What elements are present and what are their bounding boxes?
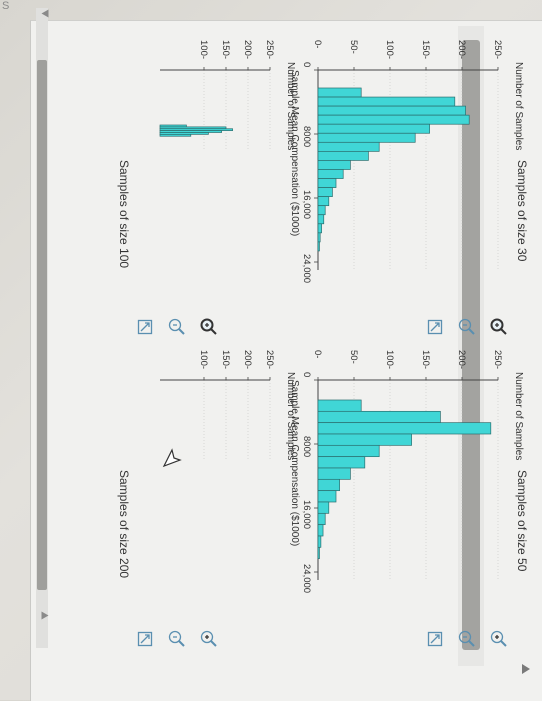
chart-2: Samples of size 100 Number of Samples 100-…	[117, 40, 296, 268]
histogram-bar	[317, 151, 369, 161]
histogram-bar	[317, 105, 466, 116]
y-tick-label: 100-	[384, 40, 395, 59]
histogram-bar	[317, 96, 456, 107]
chart-1: Samples of size 50 Number of Samples 0- 50-…	[289, 350, 529, 593]
histogram-bar	[317, 141, 380, 152]
histogram-bar	[317, 132, 416, 143]
histogram-bar	[317, 187, 333, 197]
histogram-bar	[317, 512, 326, 526]
scroll-right-arrow-icon[interactable]	[522, 664, 530, 674]
histogram-bar	[159, 134, 192, 137]
chart-title: Samples of size 200	[117, 470, 131, 578]
zoom-out-icon[interactable]	[458, 630, 476, 648]
chart-0: Samples of size 30 Number of Samples 0- 50-…	[289, 40, 529, 283]
histogram-bar	[317, 123, 430, 134]
expand-icon[interactable]	[136, 630, 154, 648]
histogram-bar	[317, 467, 351, 480]
histogram-bar	[317, 501, 330, 514]
horizontal-scrollbar-thumb[interactable]	[462, 40, 480, 650]
x-tick-label: 24,000	[301, 564, 312, 593]
histogram-bar	[317, 410, 441, 424]
histogram-bar	[317, 178, 337, 188]
y-tick-label: 150-	[420, 350, 431, 369]
x-axis-label: Sample Mean Compensation ($1000)	[289, 380, 300, 546]
x-tick-label: 0	[301, 62, 312, 67]
y-tick-label: 250-	[492, 350, 503, 369]
y-tick-label: 100-	[198, 350, 209, 369]
expand-icon[interactable]	[136, 318, 154, 336]
histogram-bar	[317, 422, 492, 435]
y-tick-label: 200-	[456, 40, 467, 59]
expand-icon[interactable]	[426, 630, 444, 648]
histogram-bar	[317, 490, 337, 503]
x-axis-label: Sample Mean Compensation ($1000)	[289, 70, 300, 236]
y-tick-label: 0-	[312, 350, 323, 358]
y-tick-label: 100-	[384, 350, 395, 369]
y-tick-label: 200-	[456, 350, 467, 369]
chart-title: Samples of size 50	[515, 470, 529, 572]
mouse-cursor-icon	[162, 448, 182, 473]
histogram-bar	[317, 169, 344, 179]
y-tick-label: 0-	[312, 40, 323, 48]
histogram-bar	[317, 478, 340, 492]
histogram-bar	[317, 433, 412, 446]
histogram-bar	[317, 205, 326, 216]
histogram-bar	[317, 241, 320, 252]
histogram-bar	[317, 160, 351, 170]
expand-icon[interactable]	[426, 318, 444, 336]
histogram-bar	[317, 456, 366, 469]
y-tick-label: 50-	[348, 40, 359, 54]
histogram-bar	[317, 223, 322, 234]
x-tick-label: 8000	[301, 126, 312, 147]
histogram-bar	[317, 535, 322, 548]
histogram-bar	[317, 196, 330, 207]
zoom-out-icon[interactable]	[168, 630, 186, 648]
y-tick-label: 200-	[242, 40, 253, 59]
app-window	[30, 20, 542, 701]
y-axis-label: Number of Samples	[285, 372, 296, 460]
zoom-in-icon[interactable]	[200, 630, 218, 648]
y-tick-label: 100-	[198, 40, 209, 59]
vertical-scrollbar-thumb[interactable]	[37, 60, 47, 590]
y-tick-label: 250-	[264, 350, 275, 369]
zoom-out-icon[interactable]	[168, 318, 186, 336]
chart-title: Samples of size 100	[117, 160, 131, 268]
histogram-bar	[317, 524, 324, 537]
y-tick-label: 250-	[264, 40, 275, 59]
x-tick-label: 0	[301, 372, 312, 377]
y-tick-label: 150-	[220, 350, 231, 369]
x-tick-label: 24,000	[301, 254, 312, 283]
zoom-in-icon[interactable]	[490, 318, 508, 336]
y-tick-label: 200-	[242, 350, 253, 369]
y-tick-label: 150-	[220, 40, 231, 59]
y-tick-label: 150-	[420, 40, 431, 59]
corner-glyph: S	[2, 0, 10, 12]
chart-title: Samples of size 30	[515, 160, 529, 262]
histogram-bar	[317, 214, 325, 225]
histogram-bar	[317, 114, 470, 125]
y-axis-label: Number of Samples	[285, 62, 296, 150]
zoom-out-icon[interactable]	[458, 318, 476, 336]
chart-3: Samples of size 200 Number of Samples 100-…	[117, 350, 296, 578]
histogram-bar	[317, 232, 321, 243]
x-tick-label: 16,000	[301, 500, 312, 529]
zoom-in-icon[interactable]	[200, 318, 218, 336]
y-axis-label: Number of Samples	[513, 62, 524, 150]
y-tick-label: 250-	[492, 40, 503, 59]
zoom-in-icon[interactable]	[490, 630, 508, 648]
histogram-bar	[317, 546, 320, 560]
x-tick-label: 8000	[301, 436, 312, 457]
y-tick-label: 50-	[348, 350, 359, 364]
histogram-bar	[317, 399, 362, 412]
histogram-bar	[317, 444, 380, 458]
histogram-bar	[317, 87, 362, 98]
y-axis-label: Number of Samples	[513, 372, 524, 460]
x-tick-label: 16,000	[301, 190, 312, 219]
